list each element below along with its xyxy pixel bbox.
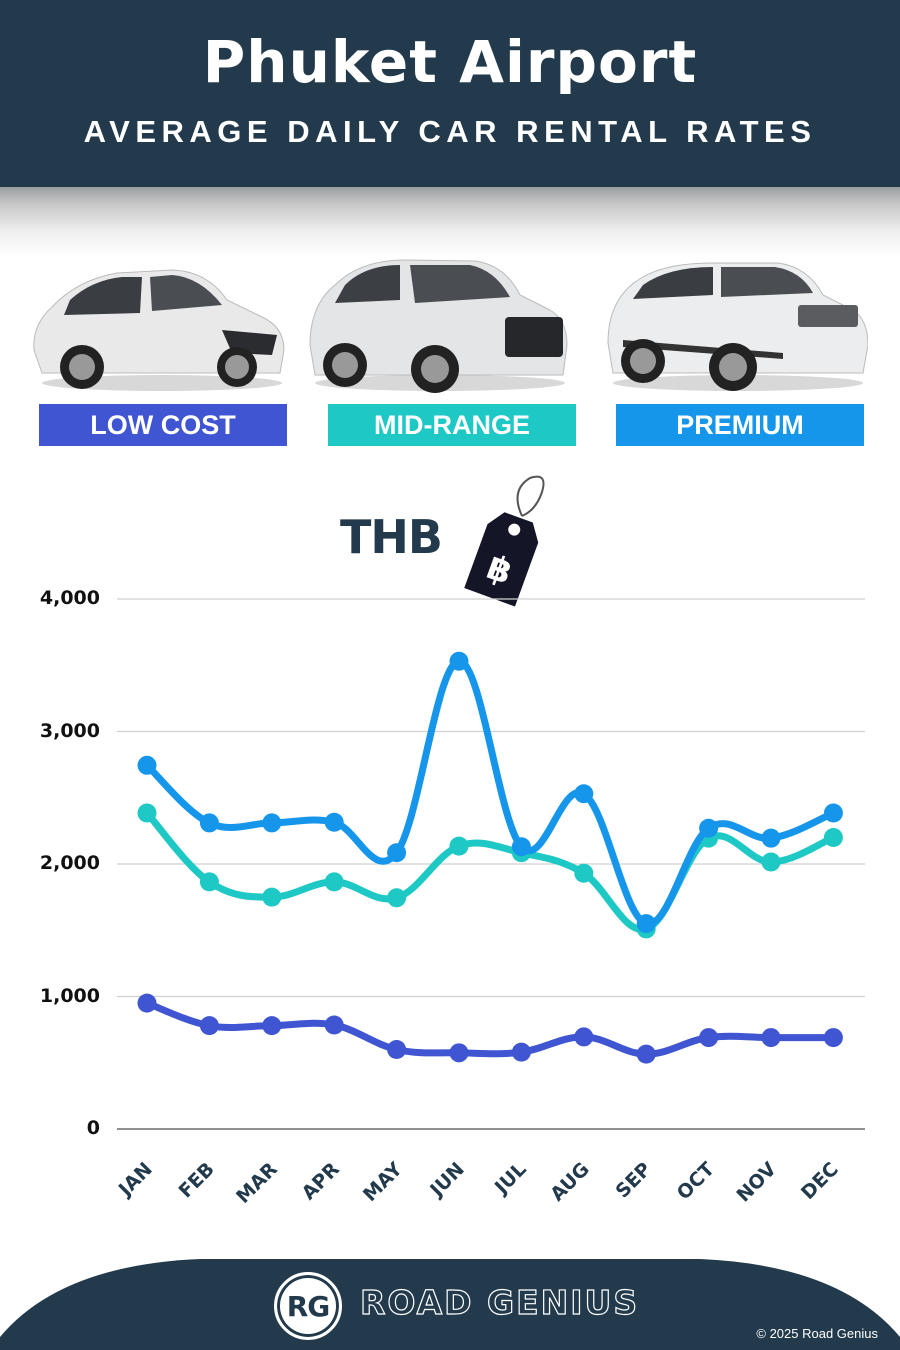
data-point (574, 784, 594, 804)
legend-premium-label: PREMIUM (676, 410, 804, 440)
data-point (137, 755, 157, 775)
data-point (574, 863, 594, 883)
y-tick-label: 3,000 (39, 719, 100, 742)
data-point (511, 1042, 531, 1062)
page-title: Phuket Airport (202, 28, 698, 96)
data-point (761, 1028, 781, 1048)
price-tag-icon: ฿ (450, 470, 550, 610)
copyright-text: © 2025 Road Genius (756, 1326, 878, 1341)
data-point (199, 872, 219, 892)
data-point (699, 818, 719, 838)
data-point (574, 1027, 594, 1047)
data-point (636, 1044, 656, 1064)
data-point (511, 837, 531, 857)
y-tick-label: 4,000 (39, 587, 100, 609)
data-point (823, 803, 843, 823)
data-point (137, 993, 157, 1013)
data-point (262, 887, 282, 907)
series-premium (137, 651, 843, 934)
data-point (199, 1016, 219, 1036)
line-chart: 0 1,000 2,000 3,000 4,000 JAN FEB MAR APR MAY JUN… (0, 580, 900, 1220)
data-point (449, 1043, 469, 1063)
data-point (199, 813, 219, 833)
page-subtitle: AVERAGE DAILY CAR RENTAL RATES (83, 114, 817, 149)
data-point (823, 828, 843, 847)
footer: RG ROAD GENIUS © 2025 Road Genius (0, 1257, 900, 1350)
legend-premium: PREMIUM (616, 404, 864, 446)
data-point (823, 1028, 843, 1048)
legend-mid-range-label: MID-RANGE (374, 410, 530, 440)
luxury-suv-car-icon (603, 255, 869, 395)
data-point (324, 1015, 344, 1035)
data-point (262, 1016, 282, 1036)
hatchback-car-icon (22, 255, 287, 395)
series-low-cost (137, 993, 843, 1064)
data-point (324, 812, 344, 832)
series-line (143, 657, 837, 928)
legend-low-cost-label: LOW COST (90, 410, 236, 440)
header-banner: Phuket Airport AVERAGE DAILY CAR RENTAL … (0, 0, 900, 187)
y-tick-label: 0 (86, 1117, 100, 1139)
data-point (761, 852, 781, 872)
data-point (262, 813, 282, 833)
data-point (761, 828, 781, 848)
currency-label: THB (340, 510, 443, 564)
chart-plot-area (117, 598, 865, 1130)
y-tick-label: 2,000 (39, 852, 100, 874)
data-point (699, 1028, 719, 1048)
data-point (137, 803, 157, 823)
series-line (143, 809, 837, 933)
logo-initials: RG (286, 1289, 331, 1323)
legend-low-cost: LOW COST (39, 404, 287, 446)
y-tick-label: 1,000 (39, 984, 100, 1007)
data-point (387, 1040, 407, 1059)
header-shadow (0, 187, 900, 257)
data-point (449, 836, 469, 856)
data-point (636, 914, 656, 934)
road-genius-logo: RG (274, 1272, 342, 1340)
suv-car-icon (305, 255, 570, 395)
brand-name: ROAD GENIUS (359, 1282, 640, 1322)
data-point (387, 888, 407, 908)
data-point (387, 843, 407, 863)
legend-mid-range: MID-RANGE (328, 404, 576, 446)
data-point (324, 872, 344, 892)
series-line (143, 999, 837, 1058)
data-point (449, 651, 469, 671)
